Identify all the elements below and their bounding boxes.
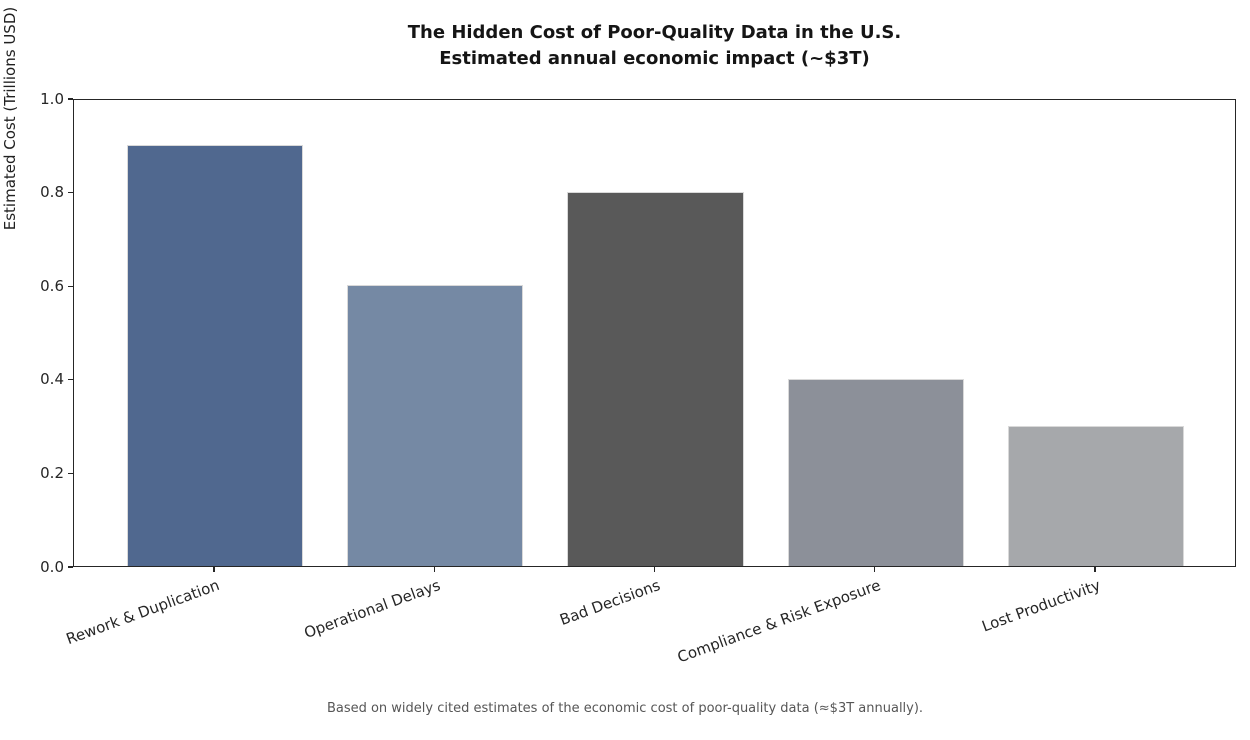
x-tick-label-compliance-risk-exposure: Compliance & Risk Exposure — [674, 576, 883, 667]
x-tick-label-bad-decisions: Bad Decisions — [557, 576, 663, 629]
x-tick-label-lost-productivity: Lost Productivity — [979, 576, 1104, 636]
x-tick-mark — [213, 567, 215, 572]
y-tick-label: 0.0 — [40, 557, 64, 576]
x-tick-mark — [874, 567, 876, 572]
y-tick-mark — [68, 98, 73, 100]
y-tick-label: 0.6 — [40, 276, 64, 295]
chart-title: The Hidden Cost of Poor-Quality Data in … — [73, 20, 1236, 72]
y-tick-mark — [68, 285, 73, 287]
chart-title-line2: Estimated annual economic impact (~$3T) — [439, 48, 870, 69]
y-tick-label: 0.8 — [40, 183, 64, 202]
x-tick-mark — [653, 567, 656, 572]
y-tick-label: 0.2 — [40, 463, 64, 482]
x-tick-label-rework-duplication: Rework & Duplication — [64, 576, 223, 649]
y-tick-mark — [68, 191, 73, 194]
x-tick-mark — [1094, 567, 1096, 572]
y-tick-mark — [68, 472, 73, 475]
bar-bad-decisions — [567, 191, 744, 566]
x-tick-mark — [433, 567, 435, 572]
bar-rework-duplication — [126, 144, 304, 566]
plot-area — [73, 99, 1236, 567]
y-tick-label: 0.4 — [40, 370, 64, 389]
x-tick-label-operational-delays: Operational Delays — [301, 576, 443, 643]
bar-lost-productivity — [1007, 425, 1185, 566]
bar-compliance-risk-exposure — [787, 378, 964, 566]
y-tick-mark — [68, 566, 73, 568]
bar-operational-delays — [347, 285, 524, 566]
footnote: Based on widely cited estimates of the e… — [326, 701, 924, 716]
y-tick-label: 1.0 — [40, 89, 64, 108]
y-tick-mark — [68, 379, 73, 381]
chart-title-line1: The Hidden Cost of Poor-Quality Data in … — [407, 22, 902, 43]
